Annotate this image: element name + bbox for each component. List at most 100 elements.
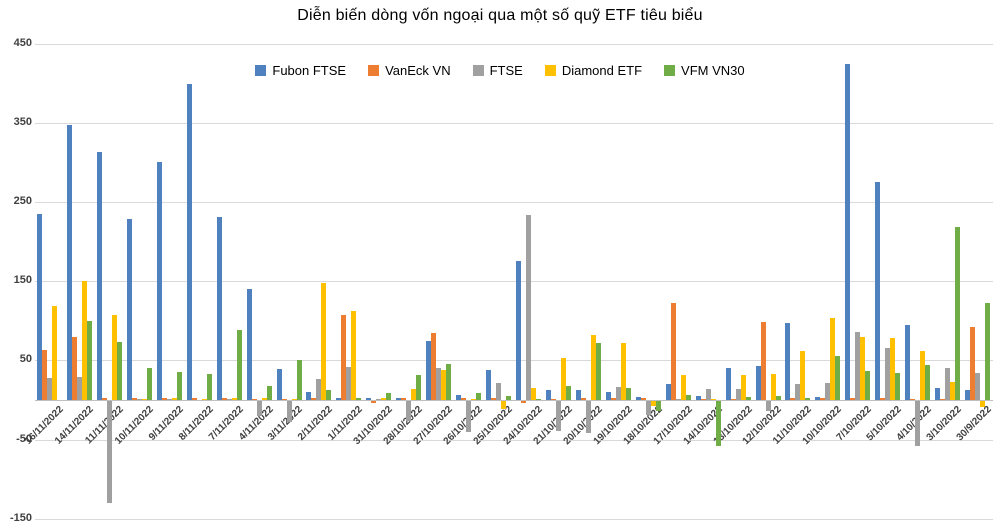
bar-vaneck-vn-16-11-2022 <box>42 350 47 400</box>
bar-vfm-vn30-11-11-2022 <box>117 342 122 400</box>
bar-diamond-etf-17-10-2022 <box>681 375 686 400</box>
bar-vaneck-vn-27-10-2022 <box>431 333 436 400</box>
bar-ftse-3-11-2022 <box>287 401 292 422</box>
bar-diamond-etf-14-10-2022 <box>711 399 716 400</box>
bar-vaneck-vn-20-10-2022 <box>581 398 586 400</box>
bar-fubon-ftse-14-10-2022 <box>696 396 701 400</box>
y-tick-label-450: 450 <box>13 37 32 49</box>
bar-fubon-ftse-7-11-2022 <box>217 217 222 400</box>
gridline-150 <box>35 281 993 282</box>
legend-swatch-icon <box>664 65 676 76</box>
bar-ftse-13-10-2022 <box>736 389 741 400</box>
bar-vfm-vn30-7-11-2022 <box>237 330 242 400</box>
bar-diamond-etf-30-9-2022 <box>980 401 985 407</box>
bar-fubon-ftse-10-11-2022 <box>127 219 132 400</box>
bar-fubon-ftse-8-11-2022 <box>187 84 192 400</box>
legend-swatch-icon <box>544 65 556 76</box>
bar-diamond-etf-8-11-2022 <box>202 399 207 400</box>
gridline--150 <box>35 519 993 520</box>
bar-diamond-etf-9-11-2022 <box>172 398 177 400</box>
bar-vfm-vn30-27-10-2022 <box>446 364 451 400</box>
bar-vaneck-vn-1-11-2022 <box>341 315 346 400</box>
legend-label: VFM VN30 <box>681 63 745 78</box>
bar-diamond-etf-5-10-2022 <box>890 338 895 400</box>
bar-fubon-ftse-9-11-2022 <box>157 162 162 400</box>
bar-vaneck-vn-3-11-2022 <box>282 399 287 400</box>
bar-ftse-21-10-2022 <box>556 401 561 431</box>
bar-ftse-16-11-2022 <box>47 378 52 400</box>
bar-vfm-vn30-1-11-2022 <box>356 398 361 400</box>
bar-fubon-ftse-31-10-2022 <box>366 398 371 400</box>
bar-vaneck-vn-18-10-2022 <box>641 398 646 400</box>
bar-vfm-vn30-2-11-2022 <box>326 390 331 400</box>
bar-diamond-etf-10-10-2022 <box>830 318 835 400</box>
y-tick-label-150: 150 <box>13 274 32 286</box>
bar-diamond-etf-1-11-2022 <box>351 311 356 400</box>
bar-diamond-etf-16-11-2022 <box>52 306 57 400</box>
chart-title: Diễn biến dòng vốn ngoại qua một số quỹ … <box>297 7 703 24</box>
bar-diamond-etf-12-10-2022 <box>771 374 776 400</box>
bar-vfm-vn30-8-11-2022 <box>207 374 212 400</box>
bar-ftse-2-11-2022 <box>316 379 321 400</box>
bar-diamond-etf-28-10-2022 <box>411 389 416 400</box>
bar-vaneck-vn-4-11-2022 <box>252 399 257 400</box>
bar-vaneck-vn-5-10-2022 <box>880 398 885 400</box>
bar-fubon-ftse-24-10-2022 <box>516 261 521 400</box>
bar-vfm-vn30-14-11-2022 <box>87 321 92 400</box>
legend-label: FTSE <box>489 63 523 78</box>
bar-diamond-etf-7-11-2022 <box>232 398 237 400</box>
bar-vaneck-vn-12-10-2022 <box>761 322 766 400</box>
bar-vaneck-vn-8-11-2022 <box>192 398 197 400</box>
bar-ftse-18-10-2022 <box>646 401 651 415</box>
legend-item-vfm-vn30[interactable]: VFM VN30 <box>664 63 745 78</box>
bar-fubon-ftse-16-11-2022 <box>37 214 42 400</box>
bar-vaneck-vn-31-10-2022 <box>371 401 376 403</box>
bar-diamond-etf-11-11-2022 <box>112 315 117 400</box>
bar-ftse-10-10-2022 <box>825 383 830 400</box>
bar-vfm-vn30-21-10-2022 <box>566 386 571 400</box>
bar-vaneck-vn-11-10-2022 <box>790 398 795 400</box>
bar-fubon-ftse-10-10-2022 <box>815 397 820 400</box>
bar-vfm-vn30-18-10-2022 <box>656 401 661 411</box>
y-tick-label-250: 250 <box>13 195 32 207</box>
legend-item-ftse[interactable]: FTSE <box>472 63 523 78</box>
legend-item-diamond-etf[interactable]: Diamond ETF <box>544 63 642 78</box>
bar-ftse-26-10-2022 <box>466 401 471 432</box>
bar-fubon-ftse-4-10-2022 <box>905 325 910 400</box>
bar-ftse-11-11-2022 <box>107 401 112 503</box>
bar-vfm-vn30-19-10-2022 <box>626 388 631 400</box>
gridline--50 <box>35 440 993 441</box>
bar-ftse-24-10-2022 <box>526 215 531 400</box>
bar-vaneck-vn-24-10-2022 <box>521 401 526 403</box>
bar-vaneck-vn-26-10-2022 <box>461 398 466 400</box>
bar-vaneck-vn-19-10-2022 <box>611 398 616 400</box>
plot-area: 16/11/2022 14/11/2022 11/11/2022 10/11/2022… <box>23 0 994 529</box>
bar-diamond-etf-2-11-2022 <box>321 283 326 400</box>
bar-ftse-11-10-2022 <box>795 384 800 400</box>
bar-ftse-5-10-2022 <box>885 348 890 400</box>
bar-diamond-etf-11-10-2022 <box>800 351 805 400</box>
gridline-250 <box>35 202 993 203</box>
bar-vaneck-vn-10-11-2022 <box>132 398 137 400</box>
bar-ftse-3-10-2022 <box>945 368 950 400</box>
bar-ftse-25-10-2022 <box>496 383 501 400</box>
bar-fubon-ftse-7-10-2022 <box>845 64 850 400</box>
y-tick-label--150: -150 <box>9 512 32 524</box>
bar-ftse-28-10-2022 <box>406 401 411 421</box>
bar-ftse-7-11-2022 <box>227 399 232 400</box>
gridline-50 <box>35 360 993 361</box>
bar-vaneck-vn-30-9-2022 <box>970 327 975 400</box>
legend-item-vaneck-vn[interactable]: VanEck VN <box>368 63 451 78</box>
bar-ftse-10-11-2022 <box>137 399 142 400</box>
bar-vfm-vn30-7-10-2022 <box>865 371 870 400</box>
bar-vfm-vn30-31-10-2022 <box>386 393 391 400</box>
legend-item-fubon-ftse[interactable]: Fubon FTSE <box>255 63 346 78</box>
bar-fubon-ftse-20-10-2022 <box>576 390 581 400</box>
bar-vfm-vn30-17-10-2022 <box>686 395 691 400</box>
bar-vaneck-vn-17-10-2022 <box>671 303 676 400</box>
bar-diamond-etf-18-10-2022 <box>651 401 656 406</box>
bar-vfm-vn30-9-11-2022 <box>177 372 182 400</box>
bar-diamond-etf-24-10-2022 <box>531 388 536 400</box>
bar-diamond-etf-31-10-2022 <box>381 398 386 400</box>
